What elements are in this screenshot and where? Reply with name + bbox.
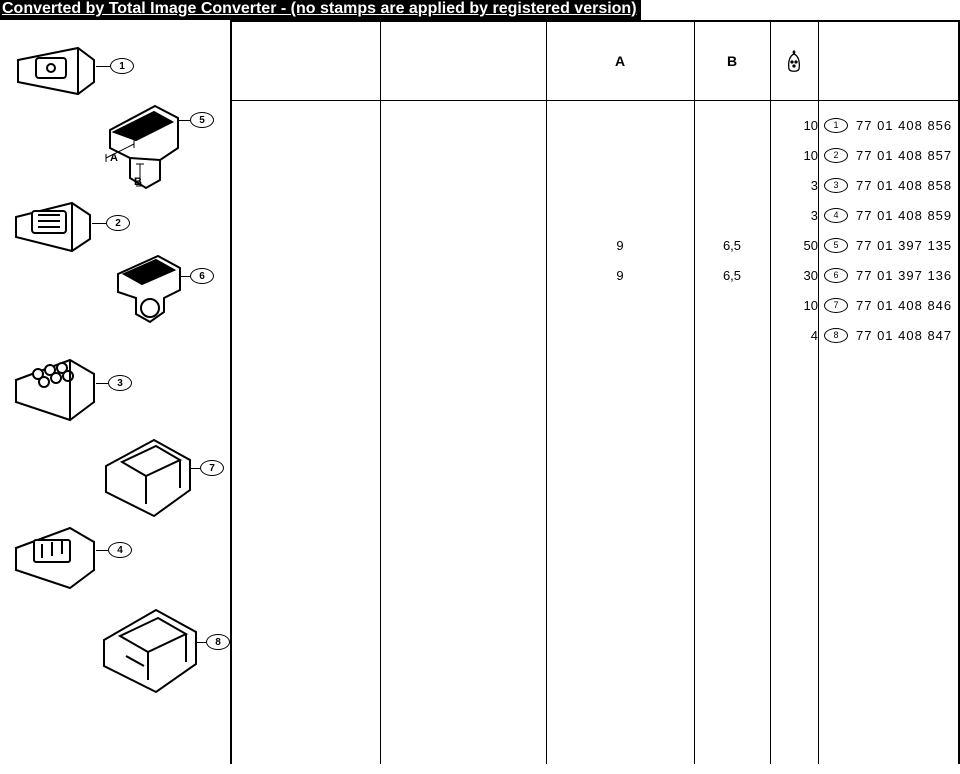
part-drawing-5 bbox=[100, 100, 190, 190]
cell-partnumber: 4 77 01 408 859 bbox=[818, 200, 960, 230]
ref-bubble: 8 bbox=[824, 328, 848, 343]
table-row: 96,550577 01 397 135 bbox=[230, 230, 958, 260]
cell-a bbox=[546, 290, 694, 320]
table-row: 3477 01 408 859 bbox=[230, 200, 958, 230]
cell-partnumber: 2 77 01 408 857 bbox=[818, 140, 960, 170]
ref-bubble: 3 bbox=[824, 178, 848, 193]
table-row: 10777 01 408 846 bbox=[230, 290, 958, 320]
part-number: 77 01 408 847 bbox=[856, 328, 952, 343]
cell-partnumber: 3 77 01 408 858 bbox=[818, 170, 960, 200]
table-row: 96,530677 01 397 136 bbox=[230, 260, 958, 290]
callout-7: 7 bbox=[190, 460, 224, 476]
table-row: 10277 01 408 857 bbox=[230, 140, 958, 170]
ref-bubble: 6 bbox=[824, 268, 848, 283]
ref-bubble: 1 bbox=[824, 118, 848, 133]
cell-b bbox=[694, 110, 770, 140]
watermark-banner: Converted by Total Image Converter - (no… bbox=[0, 0, 641, 20]
dim-label-b: B bbox=[134, 176, 142, 188]
callout-4: 4 bbox=[96, 542, 132, 558]
part-drawing-1 bbox=[8, 40, 98, 100]
part-number: 77 01 408 857 bbox=[856, 148, 952, 163]
parts-diagram: 1 A B 5 bbox=[0, 20, 230, 760]
callout-6: 6 bbox=[180, 268, 214, 284]
table-row: 33 77 01 408 858 bbox=[230, 170, 958, 200]
cell-b bbox=[694, 290, 770, 320]
cell-partnumber: 8 77 01 408 847 bbox=[818, 320, 960, 350]
part-drawing-4 bbox=[8, 520, 100, 592]
cell-a bbox=[546, 140, 694, 170]
callout-1: 1 bbox=[96, 58, 134, 74]
col-header-a: A bbox=[546, 22, 694, 100]
cell-b bbox=[694, 170, 770, 200]
table-body: 10177 01 408 85610277 01 408 8573377 01 … bbox=[230, 100, 958, 764]
cell-partnumber: 6 77 01 397 136 bbox=[818, 260, 960, 290]
part-drawing-2 bbox=[8, 195, 96, 257]
cell-partnumber: 5 77 01 397 135 bbox=[818, 230, 960, 260]
part-number: 77 01 408 856 bbox=[856, 118, 952, 133]
callout-3: 3 bbox=[96, 375, 132, 391]
cell-a bbox=[546, 170, 694, 200]
part-drawing-8 bbox=[96, 600, 206, 695]
part-number: 77 01 397 135 bbox=[856, 238, 952, 253]
cell-partnumber: 1 77 01 408 856 bbox=[818, 110, 960, 140]
ref-bubble: 7 bbox=[824, 298, 848, 313]
ref-bubble: 4 bbox=[824, 208, 848, 223]
table-header: A B bbox=[230, 22, 958, 101]
part-drawing-3 bbox=[8, 350, 100, 425]
cell-a bbox=[546, 200, 694, 230]
cell-b bbox=[694, 320, 770, 350]
part-number: 77 01 408 859 bbox=[856, 208, 952, 223]
ref-bubble: 2 bbox=[824, 148, 848, 163]
cell-b: 6,5 bbox=[694, 260, 770, 290]
cell-a: 9 bbox=[546, 230, 694, 260]
cell-a: 9 bbox=[546, 260, 694, 290]
callout-8: 8 bbox=[196, 634, 230, 650]
callout-5: 5 bbox=[178, 112, 214, 128]
cell-a bbox=[546, 320, 694, 350]
ref-bubble: 5 bbox=[824, 238, 848, 253]
part-number: 77 01 408 858 bbox=[856, 178, 952, 193]
col-header-qty bbox=[770, 22, 818, 100]
part-number: 77 01 408 846 bbox=[856, 298, 952, 313]
part-number: 77 01 397 136 bbox=[856, 268, 952, 283]
part-drawing-7 bbox=[98, 430, 198, 520]
cell-b bbox=[694, 200, 770, 230]
cell-partnumber: 7 77 01 408 846 bbox=[818, 290, 960, 320]
table-row: 4877 01 408 847 bbox=[230, 320, 958, 350]
callout-2: 2 bbox=[92, 215, 130, 231]
bag-icon bbox=[786, 49, 802, 73]
parts-table: A B 10177 01 408 85610277 01 408 8573377… bbox=[230, 20, 960, 764]
col-header-b: B bbox=[694, 22, 770, 100]
cell-a bbox=[546, 110, 694, 140]
cell-b: 6,5 bbox=[694, 230, 770, 260]
part-drawing-6 bbox=[108, 250, 188, 330]
table-row: 10177 01 408 856 bbox=[230, 110, 958, 140]
cell-b bbox=[694, 140, 770, 170]
dim-label-a: A bbox=[110, 152, 118, 164]
